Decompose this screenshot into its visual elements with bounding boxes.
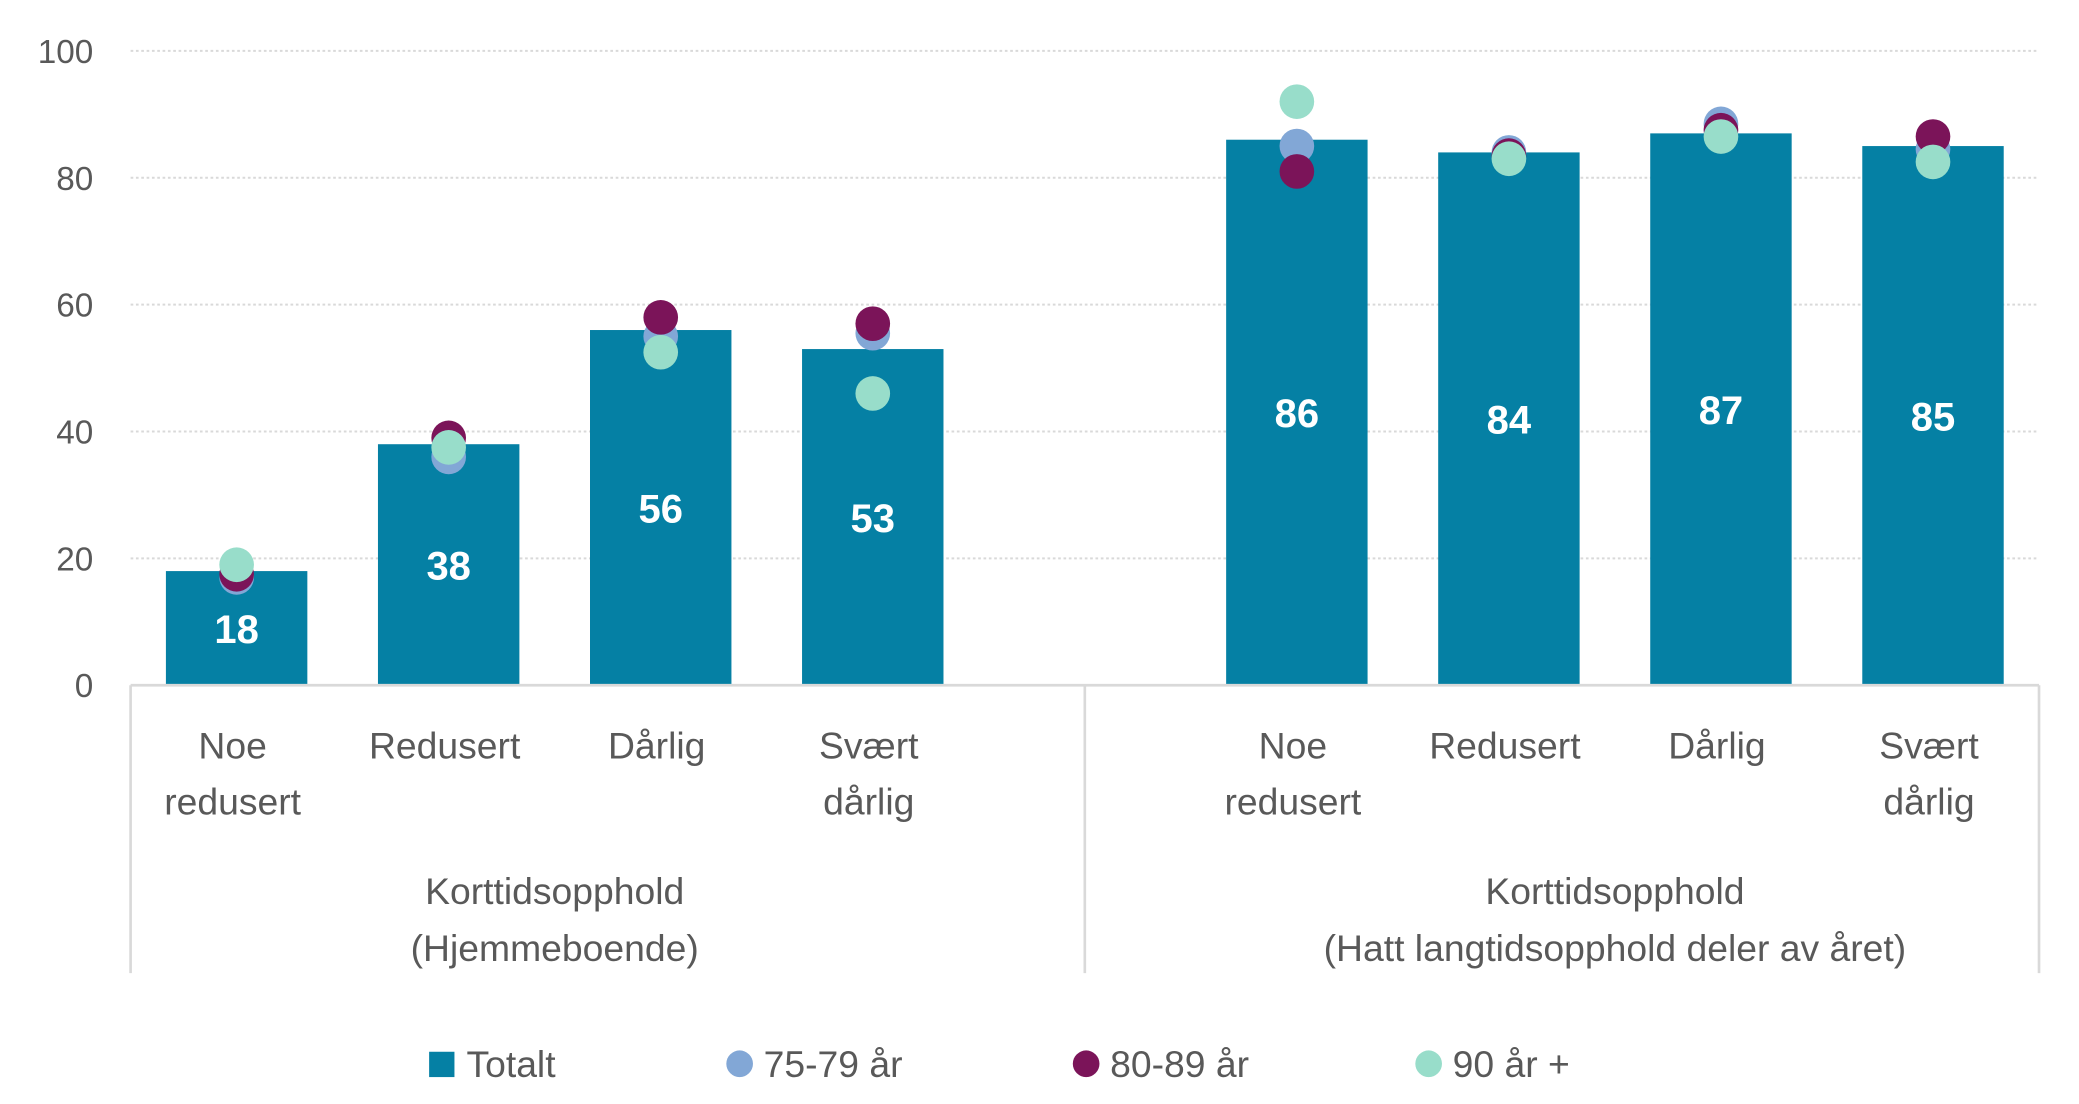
group-label: Korttidsopphold (1485, 870, 1744, 912)
bar (377, 444, 520, 686)
category-label: Noe (198, 725, 266, 767)
y-tick-label: 20 (56, 541, 93, 578)
legend-swatch-dot (726, 1050, 753, 1078)
dot-90-r- (855, 376, 891, 411)
category-labels: Noe redusert Redusert Dårlig Svært dårlig Kort… (164, 725, 1979, 970)
category-label: Dårlig (1668, 725, 1765, 767)
data-label: 84 (1487, 398, 1532, 442)
x-axis (129, 683, 2041, 974)
category-label: redusert (1224, 781, 1361, 823)
group-label: Korttidsopphold (425, 870, 684, 912)
data-label: 85 (1911, 395, 1955, 439)
data-label: 18 (214, 608, 258, 652)
group-label: (Hatt langtidsopphold deler av året) (1324, 927, 1907, 969)
category-label: dårlig (823, 781, 914, 823)
dot-90-r- (431, 430, 466, 465)
bar (1650, 133, 1792, 686)
category-label: Noe (1259, 725, 1327, 767)
category-label: redusert (164, 781, 301, 823)
legend-label: 75-79 år (764, 1043, 903, 1085)
dot-80-89-r (1915, 119, 1951, 154)
dot-90-r- (643, 334, 679, 370)
data-label: 87 (1699, 389, 1743, 433)
bar (1438, 152, 1580, 686)
category-label: Redusert (1429, 725, 1581, 767)
dots (219, 84, 1951, 595)
bars: 18 38 56 53 86 84 87 85 (165, 133, 2004, 686)
bar (590, 330, 732, 686)
category-label: Svært (1879, 725, 1979, 767)
category-label: dårlig (1883, 781, 1974, 823)
data-label: 53 (851, 497, 895, 541)
dot-90-r- (219, 547, 254, 583)
data-label: 86 (1275, 392, 1319, 436)
dot-80-89-r (855, 306, 891, 342)
dot-75-79-r (1279, 128, 1315, 164)
legend-label: Totalt (466, 1043, 556, 1085)
dot-90-r- (1915, 144, 1951, 180)
y-tick-label: 40 (56, 415, 93, 452)
legend-swatch-dot (1072, 1050, 1100, 1078)
y-tick-label: 80 (56, 161, 93, 198)
group-label: (Hjemmeboende) (411, 927, 699, 969)
y-tick-label: 100 (38, 34, 94, 71)
legend-swatch-dot (1415, 1050, 1442, 1078)
legend-swatch-bar (429, 1051, 455, 1078)
dot-90-r- (1491, 141, 1527, 177)
legend: Totalt 75-79 år 80-89 år 90 år + (429, 1043, 1570, 1085)
dot-90-r- (1279, 84, 1315, 119)
dot-80-89-r (643, 300, 679, 335)
category-label: Dårlig (608, 725, 705, 767)
dot-90-r- (1703, 119, 1739, 154)
category-label: Redusert (369, 725, 521, 767)
category-label: Svært (819, 725, 919, 767)
bar (1862, 146, 2004, 686)
dot-80-89-r (1279, 154, 1315, 189)
legend-label: 80-89 år (1110, 1043, 1249, 1085)
data-label: 38 (426, 544, 470, 588)
y-tick-label: 0 (75, 668, 94, 705)
data-label: 56 (638, 487, 682, 531)
bar (1226, 139, 1368, 686)
y-axis-ticks: 0 20 40 60 80 100 (38, 34, 94, 705)
legend-label: 90 år + (1453, 1043, 1570, 1085)
y-tick-label: 60 (56, 288, 93, 325)
